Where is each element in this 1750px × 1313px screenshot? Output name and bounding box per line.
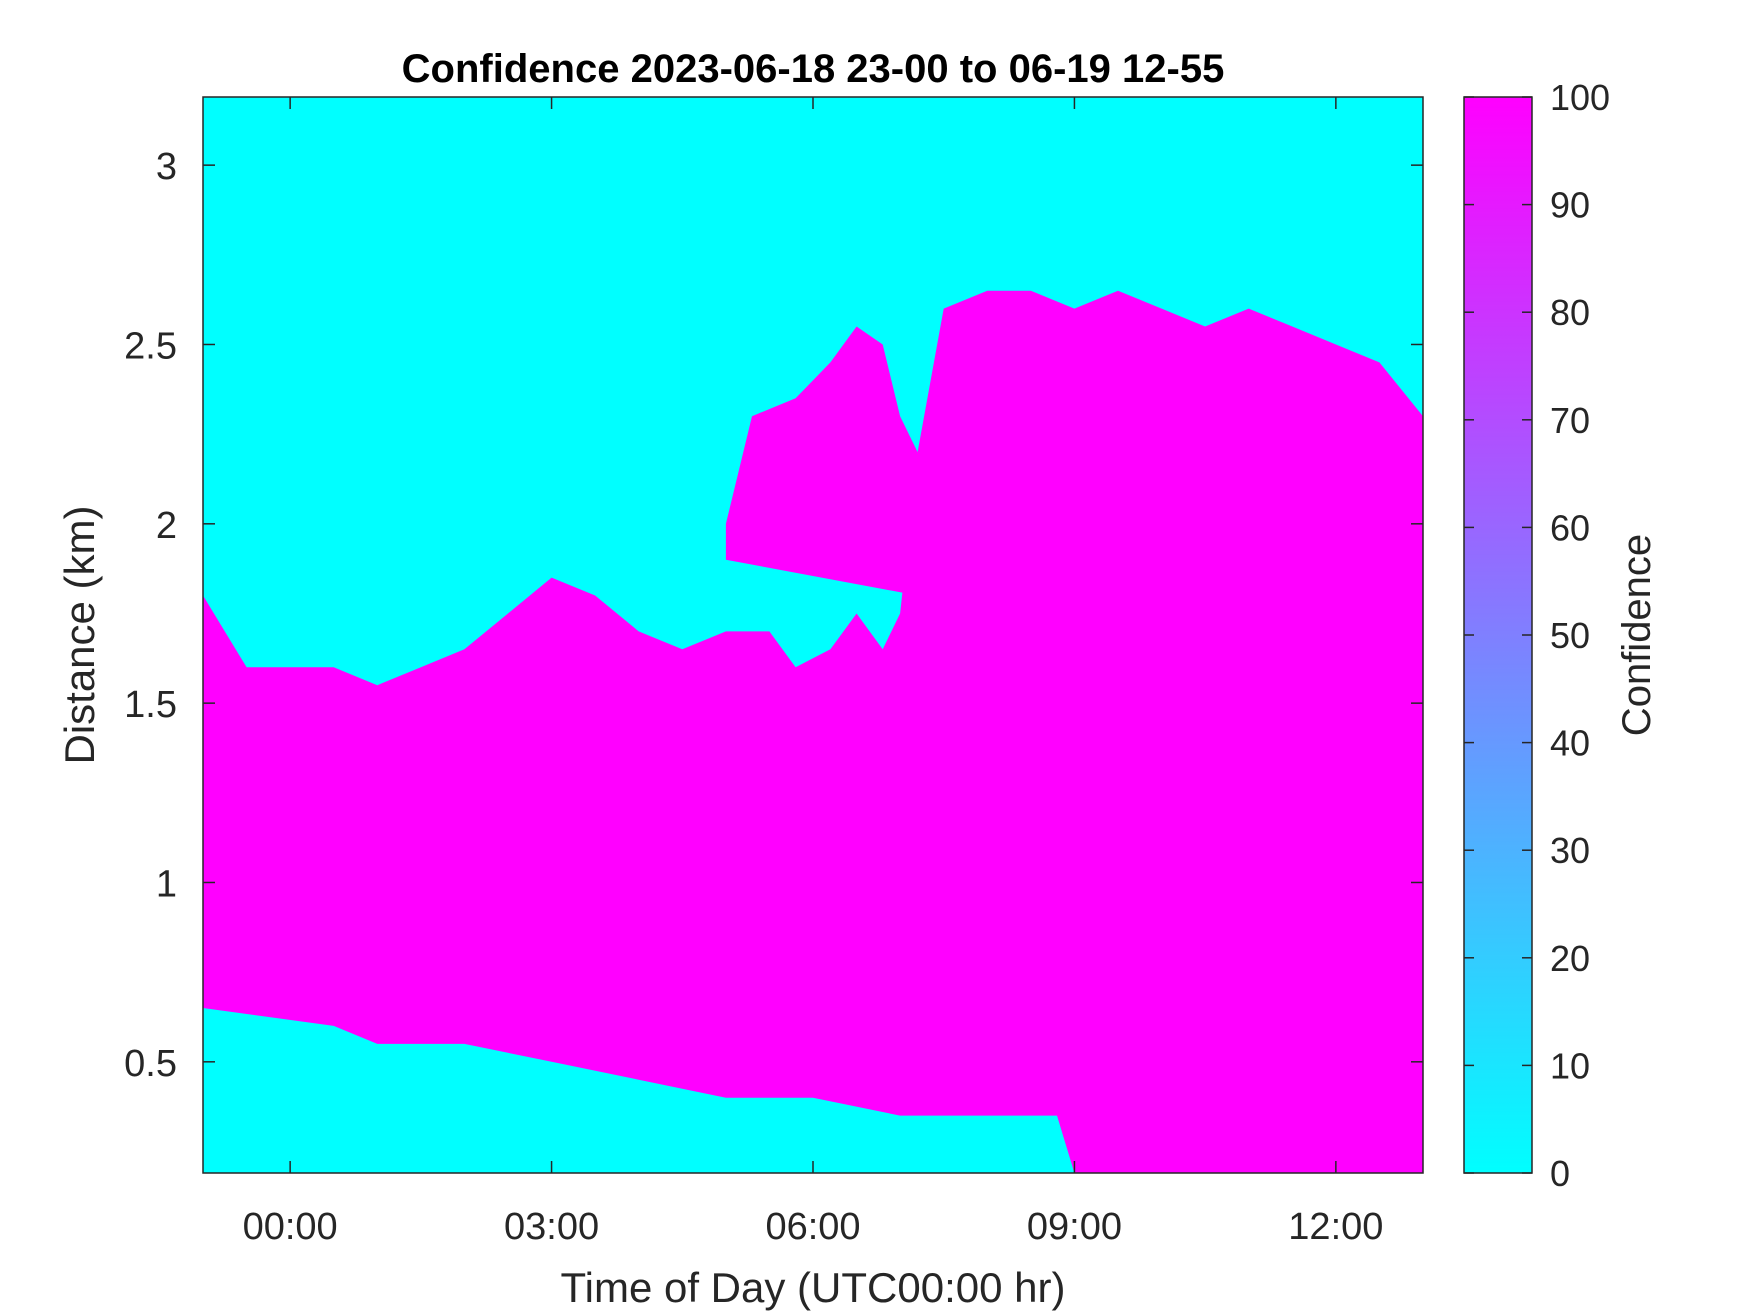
colorbar-tick-label: 100 <box>1550 77 1610 118</box>
y-tick-label: 2.5 <box>124 325 177 367</box>
heatmap-cells <box>203 290 1423 1173</box>
y-axis: 0.5 1 1.5 2 2.5 3 <box>124 146 1423 1085</box>
colorbar-tick-label: 10 <box>1550 1045 1590 1086</box>
heatmap-region-high-confidence-main <box>203 290 1423 1173</box>
y-tick-label: 2 <box>156 505 177 547</box>
plot-area <box>202 96 1424 1174</box>
colorbar-tick-label: 30 <box>1550 830 1590 871</box>
heatmap-region-high-confidence-midlevel <box>725 326 918 596</box>
y-axis-label: Distance (km) <box>56 505 103 764</box>
colorbar-tick-label: 60 <box>1550 507 1590 548</box>
chart-title: Confidence 2023-06-18 23-00 to 06-19 12-… <box>402 47 1225 91</box>
colorbar-tick-label: 80 <box>1550 292 1590 333</box>
colorbar-ticks: 0 10 20 30 40 50 60 70 80 90 100 <box>1464 77 1610 1194</box>
y-tick-label: 3 <box>156 146 177 188</box>
x-tick-label: 03:00 <box>504 1206 599 1248</box>
colorbar-tick-label: 90 <box>1550 185 1590 226</box>
y-tick-label: 0.5 <box>124 1043 177 1085</box>
colorbar: 0 10 20 30 40 50 60 70 80 90 100 Confidence <box>1463 77 1659 1194</box>
colorbar-tick-label: 0 <box>1550 1153 1570 1194</box>
y-tick-label: 1 <box>156 863 177 905</box>
colorbar-tick-label: 40 <box>1550 723 1590 764</box>
x-tick-label: 09:00 <box>1027 1206 1122 1248</box>
x-axis: 00:00 03:00 06:00 09:00 12:00 <box>243 97 1383 1248</box>
colorbar-label: Confidence <box>1615 534 1659 736</box>
x-tick-label: 06:00 <box>765 1206 860 1248</box>
colorbar-tick-label: 50 <box>1550 615 1590 656</box>
x-axis-label: Time of Day (UTC00:00 hr) <box>561 1264 1066 1311</box>
colorbar-tick-label: 70 <box>1550 400 1590 441</box>
x-tick-label: 12:00 <box>1288 1206 1383 1248</box>
x-tick-label: 00:00 <box>243 1206 338 1248</box>
colorbar-tick-label: 20 <box>1550 938 1590 979</box>
colorbar-gradient <box>1463 96 1533 1174</box>
y-tick-label: 1.5 <box>124 684 177 726</box>
